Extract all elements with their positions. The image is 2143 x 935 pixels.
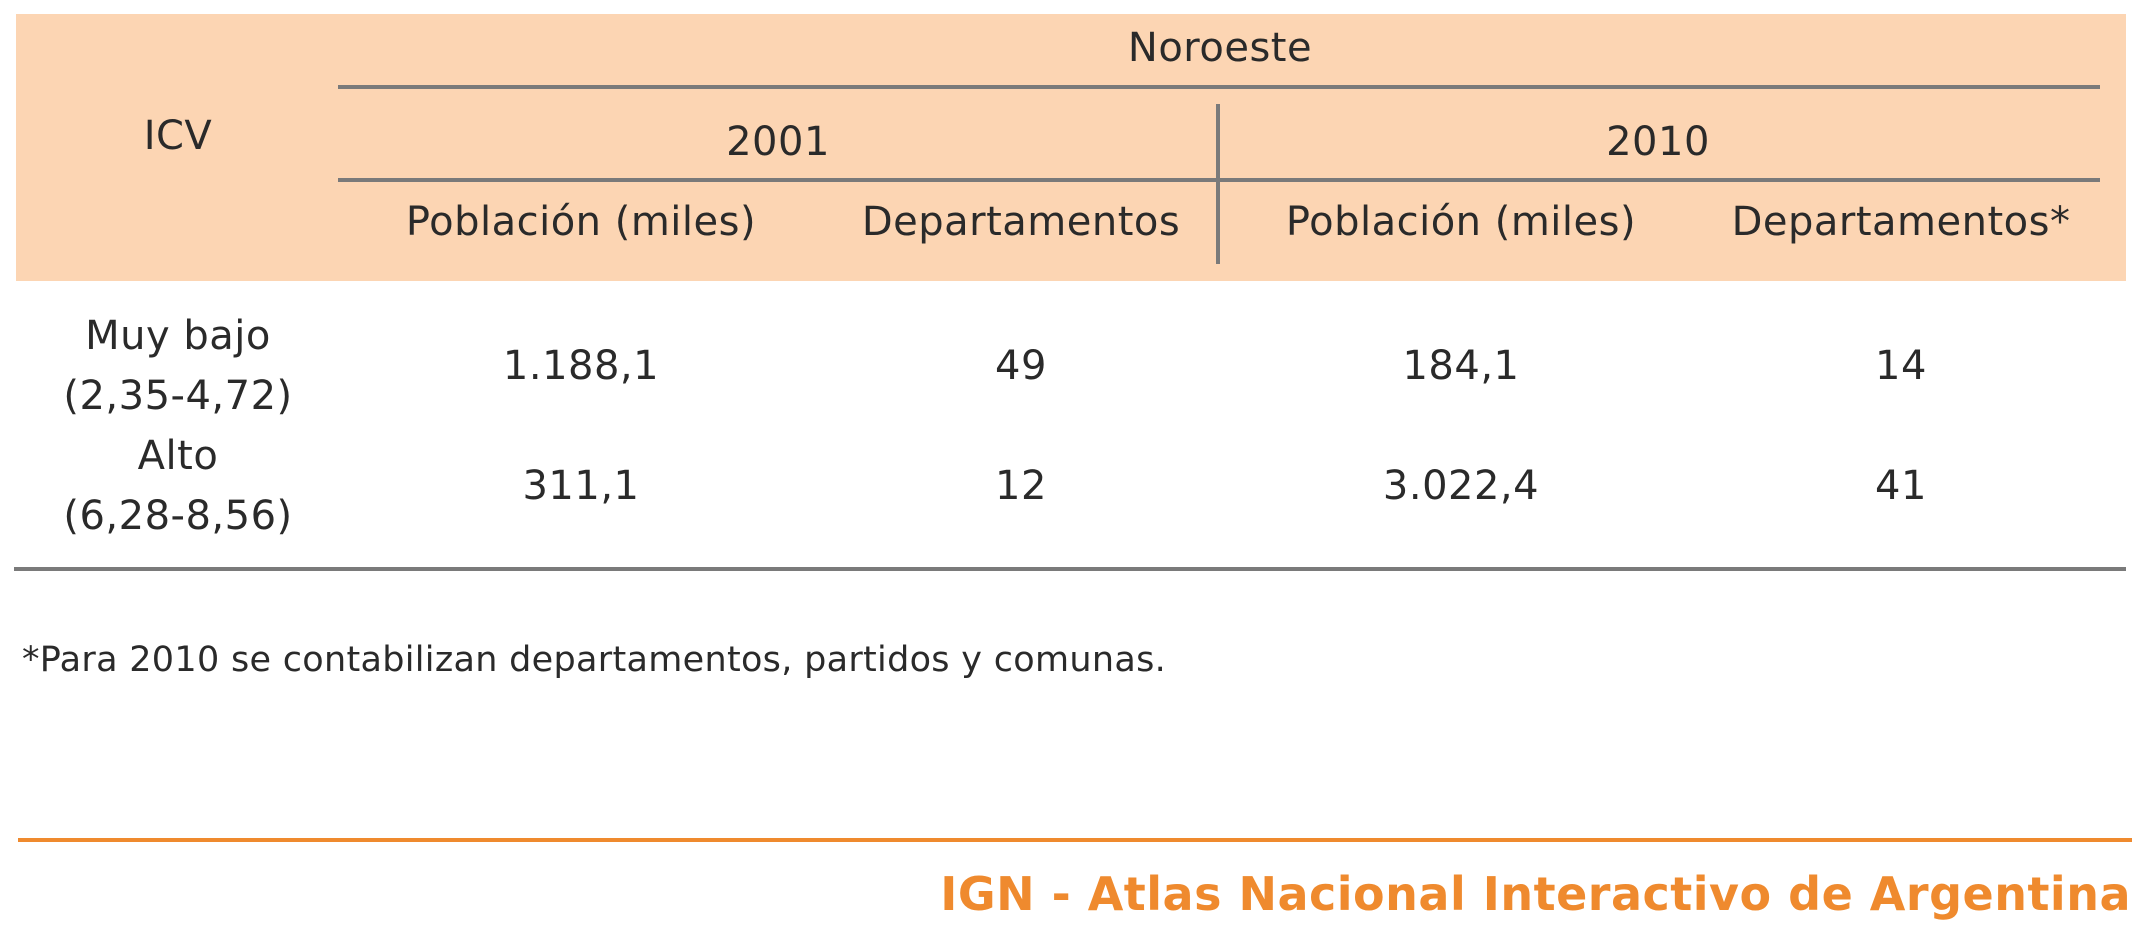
row-label-range: (2,35-4,72) [63,373,293,419]
footer-brand: IGN - Atlas Nacional Interactivo de Arge… [940,867,2131,921]
year-header-2010: 2010 [1606,119,1710,165]
table-cell: 184,1 [1402,343,1520,389]
footer-rule [18,838,2132,842]
header-divider-top [338,85,2100,89]
header-divider-vertical [1216,104,1220,264]
column-header-departamentos-2010: Departamentos* [1731,199,2071,245]
column-header-poblacion-2010: Población (miles) [1285,199,1637,245]
table-cell: 3.022,4 [1382,463,1540,509]
row-label: Alto [137,433,219,479]
table-header-band [16,14,2126,281]
table-bottom-rule [14,567,2126,571]
table-cell: 1.188,1 [502,343,660,389]
table-cell: 49 [995,343,1047,389]
year-header-2001: 2001 [726,119,830,165]
column-header-departamentos-2001: Departamentos [861,199,1181,245]
row-header-icv: ICV [143,113,213,159]
table-cell: 41 [1875,463,1927,509]
table-cell: 311,1 [522,463,640,509]
row-label: Muy bajo [85,313,271,359]
row-label-range: (6,28-8,56) [63,493,293,539]
table-footnote: *Para 2010 se contabilizan departamentos… [22,640,1167,680]
table-cell: 12 [995,463,1047,509]
table-cell: 14 [1875,343,1927,389]
region-header: Noroeste [1127,25,1313,71]
column-header-poblacion-2001: Población (miles) [405,199,757,245]
